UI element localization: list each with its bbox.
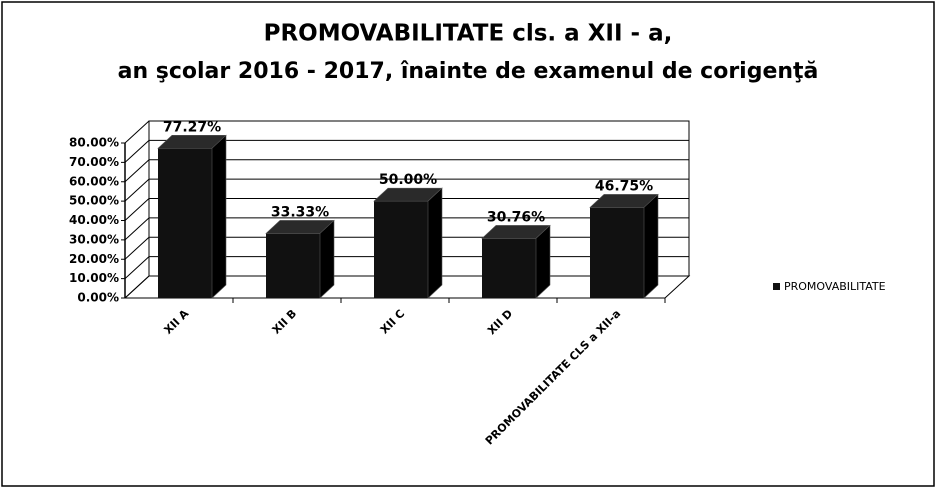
bar-side [643, 193, 659, 299]
bar-side [319, 219, 335, 299]
grid-line-side [124, 178, 150, 202]
legend-swatch [773, 283, 780, 290]
y-tick-label: 50.00% [69, 194, 119, 208]
bar-side [535, 224, 551, 299]
grid-line-side [124, 120, 150, 144]
bar-front [482, 238, 536, 298]
bar-front [590, 207, 644, 298]
bar-side [211, 134, 227, 299]
data-label: 33.33% [271, 204, 329, 220]
y-tick-label: 30.00% [69, 232, 119, 246]
grid-line-side [124, 159, 150, 183]
chart-subtitle: an şcolar 2016 - 2017, înainte de examen… [118, 59, 819, 84]
bar-side [427, 187, 443, 299]
y-tick-label: 0.00% [77, 291, 119, 305]
bar-front [266, 233, 320, 298]
bar-front [158, 148, 212, 298]
y-tick-label: 20.00% [69, 252, 119, 266]
grid-line-side [124, 140, 150, 163]
data-label: 50.00% [379, 172, 437, 188]
y-tick-label: 70.00% [69, 155, 119, 169]
grid-line-side [124, 217, 150, 241]
y-tick-label: 80.00% [69, 136, 119, 150]
chart-title: PROMOVABILITATE cls. a XII - a, [264, 21, 673, 47]
y-tick-label: 10.00% [69, 271, 119, 285]
grid-line-side [124, 275, 150, 299]
data-label: 77.27% [163, 119, 221, 135]
grid-line-side [124, 198, 150, 221]
data-label: 46.75% [595, 178, 653, 194]
legend-label: PROMOVABILITATE [784, 280, 886, 293]
data-label: 30.76% [487, 209, 545, 225]
y-tick-label: 60.00% [69, 174, 119, 188]
bar-front [374, 201, 428, 298]
grid-line-side [124, 236, 150, 260]
grid-line-side [124, 256, 150, 279]
y-tick-label: 40.00% [69, 213, 119, 227]
